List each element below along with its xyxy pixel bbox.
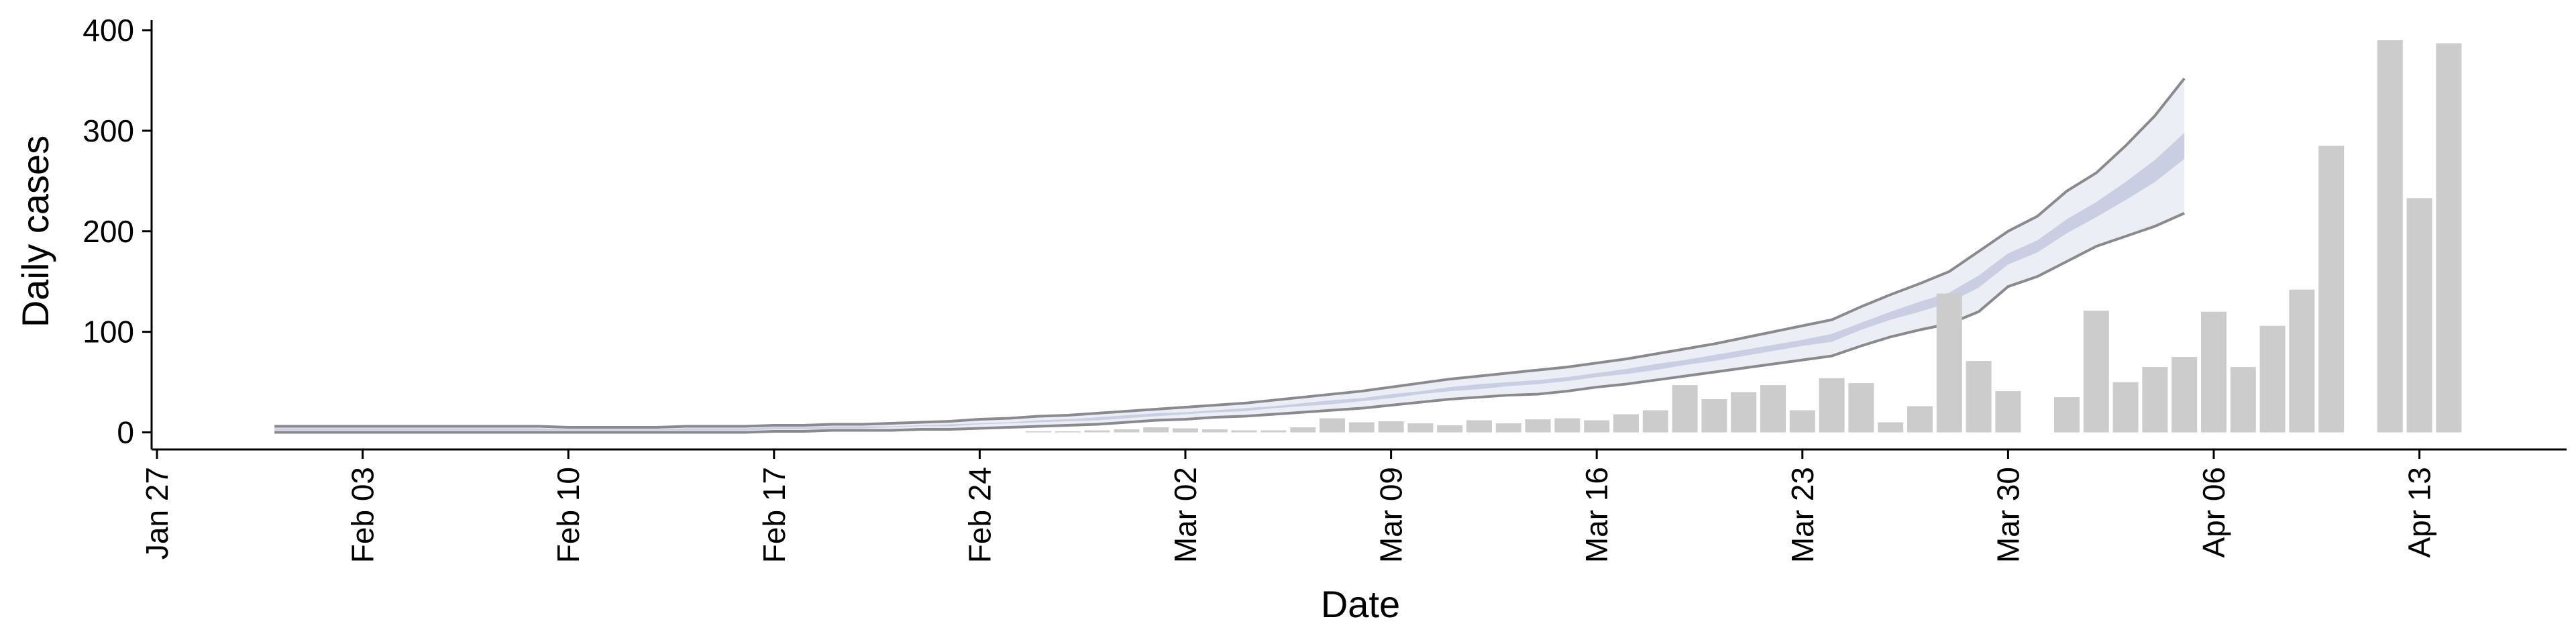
x-tick-label: Mar 30 — [1990, 467, 2025, 563]
bar — [1907, 406, 1933, 433]
bar — [1407, 423, 1434, 433]
band — [274, 132, 2185, 431]
bar — [1966, 361, 1992, 433]
bar — [1642, 410, 1668, 433]
bar — [1290, 427, 1316, 433]
bar — [1378, 421, 1404, 433]
x-tick-label: Mar 09 — [1374, 467, 1409, 563]
y-tick-label: 100 — [83, 315, 134, 350]
bar — [1936, 293, 1962, 433]
bar — [2436, 43, 2462, 433]
bar — [2201, 311, 2226, 433]
bar — [1026, 431, 1051, 433]
bar — [1731, 392, 1757, 433]
y-tick-label: 200 — [83, 214, 134, 249]
x-axis-label: Date — [1321, 583, 1400, 625]
y-axis-label: Daily cases — [14, 136, 56, 327]
bar — [1143, 427, 1169, 433]
bar — [1084, 430, 1110, 433]
bar — [2142, 367, 2168, 433]
bar — [1348, 422, 1375, 433]
bar — [1995, 391, 2021, 433]
bar — [2054, 397, 2080, 433]
bar — [1672, 385, 1698, 433]
bar — [1819, 378, 1845, 433]
bar — [2259, 325, 2286, 433]
bar — [1231, 430, 1257, 433]
bar — [1466, 420, 1492, 433]
y-tick-label: 0 — [117, 415, 134, 450]
x-tick-label: Mar 23 — [1785, 467, 1820, 563]
bar — [1201, 429, 1228, 433]
bar — [1260, 430, 1287, 433]
line — [274, 211, 2186, 434]
y-tick-label: 400 — [83, 13, 134, 48]
bar — [2230, 367, 2256, 433]
y-tick-label: 300 — [83, 113, 134, 148]
bar — [1114, 429, 1140, 433]
bar — [1320, 418, 1345, 433]
bar — [1525, 419, 1551, 433]
bar — [2112, 382, 2139, 433]
x-tick-label: Feb 17 — [757, 467, 792, 563]
bar — [2406, 198, 2432, 433]
x-tick-label: Apr 06 — [2196, 467, 2231, 558]
bar — [1878, 422, 1904, 433]
bar — [2083, 311, 2109, 433]
bar — [1437, 425, 1463, 433]
bar — [1554, 418, 1580, 433]
x-tick-label: Apr 13 — [2402, 467, 2437, 558]
bar — [1701, 399, 1727, 433]
bar — [1173, 428, 1198, 433]
x-tick-label: Mar 02 — [1168, 467, 1203, 563]
bar — [2318, 146, 2345, 433]
bar — [1495, 423, 1521, 433]
x-tick-label: Feb 24 — [962, 467, 997, 563]
x-tick-label: Mar 16 — [1579, 467, 1614, 563]
x-tick-label: Jan 27 — [140, 467, 174, 559]
band — [274, 78, 2185, 433]
bar — [2289, 289, 2315, 433]
bar — [1055, 431, 1081, 433]
bar — [2377, 40, 2403, 433]
bar — [1760, 385, 1786, 433]
bar — [1848, 383, 1874, 433]
bar — [1584, 420, 1610, 433]
line — [274, 77, 2186, 429]
bar — [1789, 410, 1815, 433]
bar — [2171, 357, 2198, 433]
bar — [1613, 414, 1639, 433]
x-tick-label: Feb 10 — [551, 467, 586, 563]
x-tick-label: Feb 03 — [345, 467, 380, 563]
